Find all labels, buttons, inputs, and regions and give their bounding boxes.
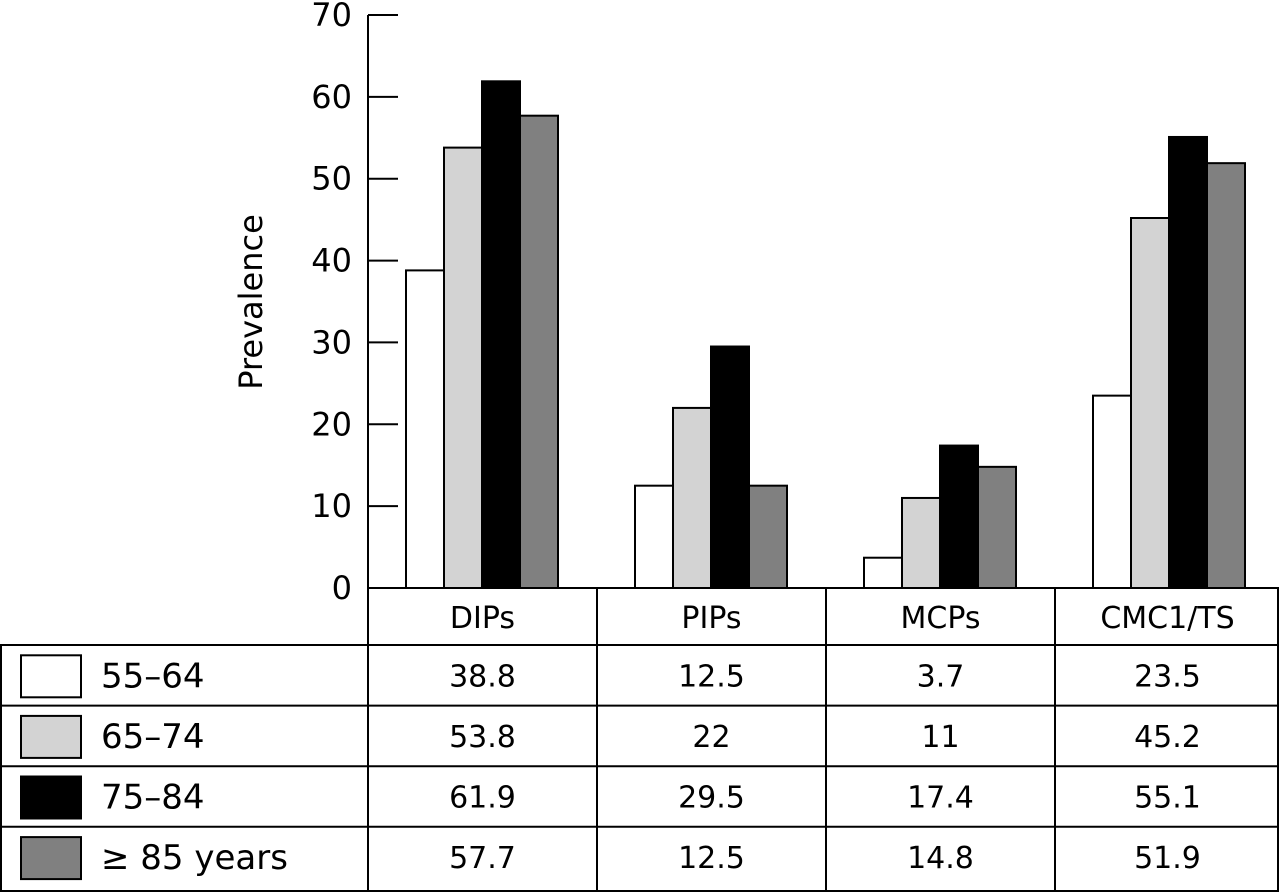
bar-pips-series-2: [672, 406, 712, 589]
data-table: DIPs PIPs MCPs CMC1/TS 55–64 38.8 12.5 3.7 23.5 6…: [0, 587, 1279, 892]
data-label: 55.1: [1134, 781, 1201, 816]
y-tick-label: 10: [311, 487, 352, 525]
category-label: DIPs: [450, 601, 515, 636]
bar-dips-series-2: [443, 146, 483, 589]
bar-mcps-series-4: [977, 465, 1017, 590]
data-label: 45.2: [1134, 720, 1201, 755]
bar-dips-series-1: [405, 269, 445, 589]
category-label: PIPs: [681, 601, 741, 636]
y-tick-label: 20: [311, 405, 352, 443]
legend-swatch: [20, 775, 82, 820]
legend-label: ≥ 85 years: [101, 838, 288, 878]
table-body: [0, 644, 1279, 892]
data-label: 23.5: [1134, 659, 1201, 694]
bar-dips-series-4: [519, 114, 559, 589]
data-label: 51.9: [1134, 841, 1201, 876]
bars-group: [405, 80, 1246, 590]
y-tick-label: 30: [311, 323, 352, 361]
bar-cmc1-ts-series-1: [1092, 394, 1132, 589]
y-tick-label: 0: [332, 569, 352, 607]
bar-cmc1-ts-series-3: [1168, 135, 1208, 590]
y-tick-label: 40: [311, 242, 352, 280]
axis-group: 0 10 20 30 40 50 60 70 Prevalence: [232, 0, 398, 607]
y-axis-label: Prevalence: [232, 214, 270, 390]
data-label: 29.5: [678, 781, 745, 816]
data-label: 3.7: [917, 659, 965, 694]
bar-pips-series-3: [710, 345, 750, 589]
data-label: 22: [692, 720, 730, 755]
data-label: 38.8: [449, 659, 516, 694]
bar-cmc1-ts-series-4: [1206, 162, 1246, 589]
legend-label: 55–64: [101, 656, 205, 696]
category-label: MCPs: [900, 601, 980, 636]
legend-swatch: [20, 836, 82, 881]
bar-pips-series-4: [748, 484, 788, 589]
bar-mcps-series-1: [863, 556, 903, 589]
data-label: 57.7: [449, 841, 516, 876]
bar-pips-series-1: [634, 484, 674, 589]
category-label: CMC1/TS: [1100, 601, 1234, 636]
data-label: 12.5: [678, 841, 745, 876]
data-label: 61.9: [449, 781, 516, 816]
bar-dips-series-3: [481, 80, 521, 589]
data-label: 14.8: [907, 841, 974, 876]
data-label: 17.4: [907, 781, 974, 816]
bar-mcps-series-3: [939, 444, 979, 589]
legend-label: 65–74: [101, 717, 205, 757]
data-label: 12.5: [678, 659, 745, 694]
data-label: 11: [921, 720, 959, 755]
bar-cmc1-ts-series-2: [1130, 217, 1170, 589]
y-tick-label: 70: [311, 0, 352, 34]
y-tick-label: 50: [311, 160, 352, 198]
legend-swatch: [20, 654, 82, 699]
legend-label: 75–84: [101, 778, 205, 818]
legend-swatch: [20, 714, 82, 759]
y-tick-label: 60: [311, 78, 352, 116]
bar-mcps-series-2: [901, 496, 941, 590]
data-label: 53.8: [449, 720, 516, 755]
